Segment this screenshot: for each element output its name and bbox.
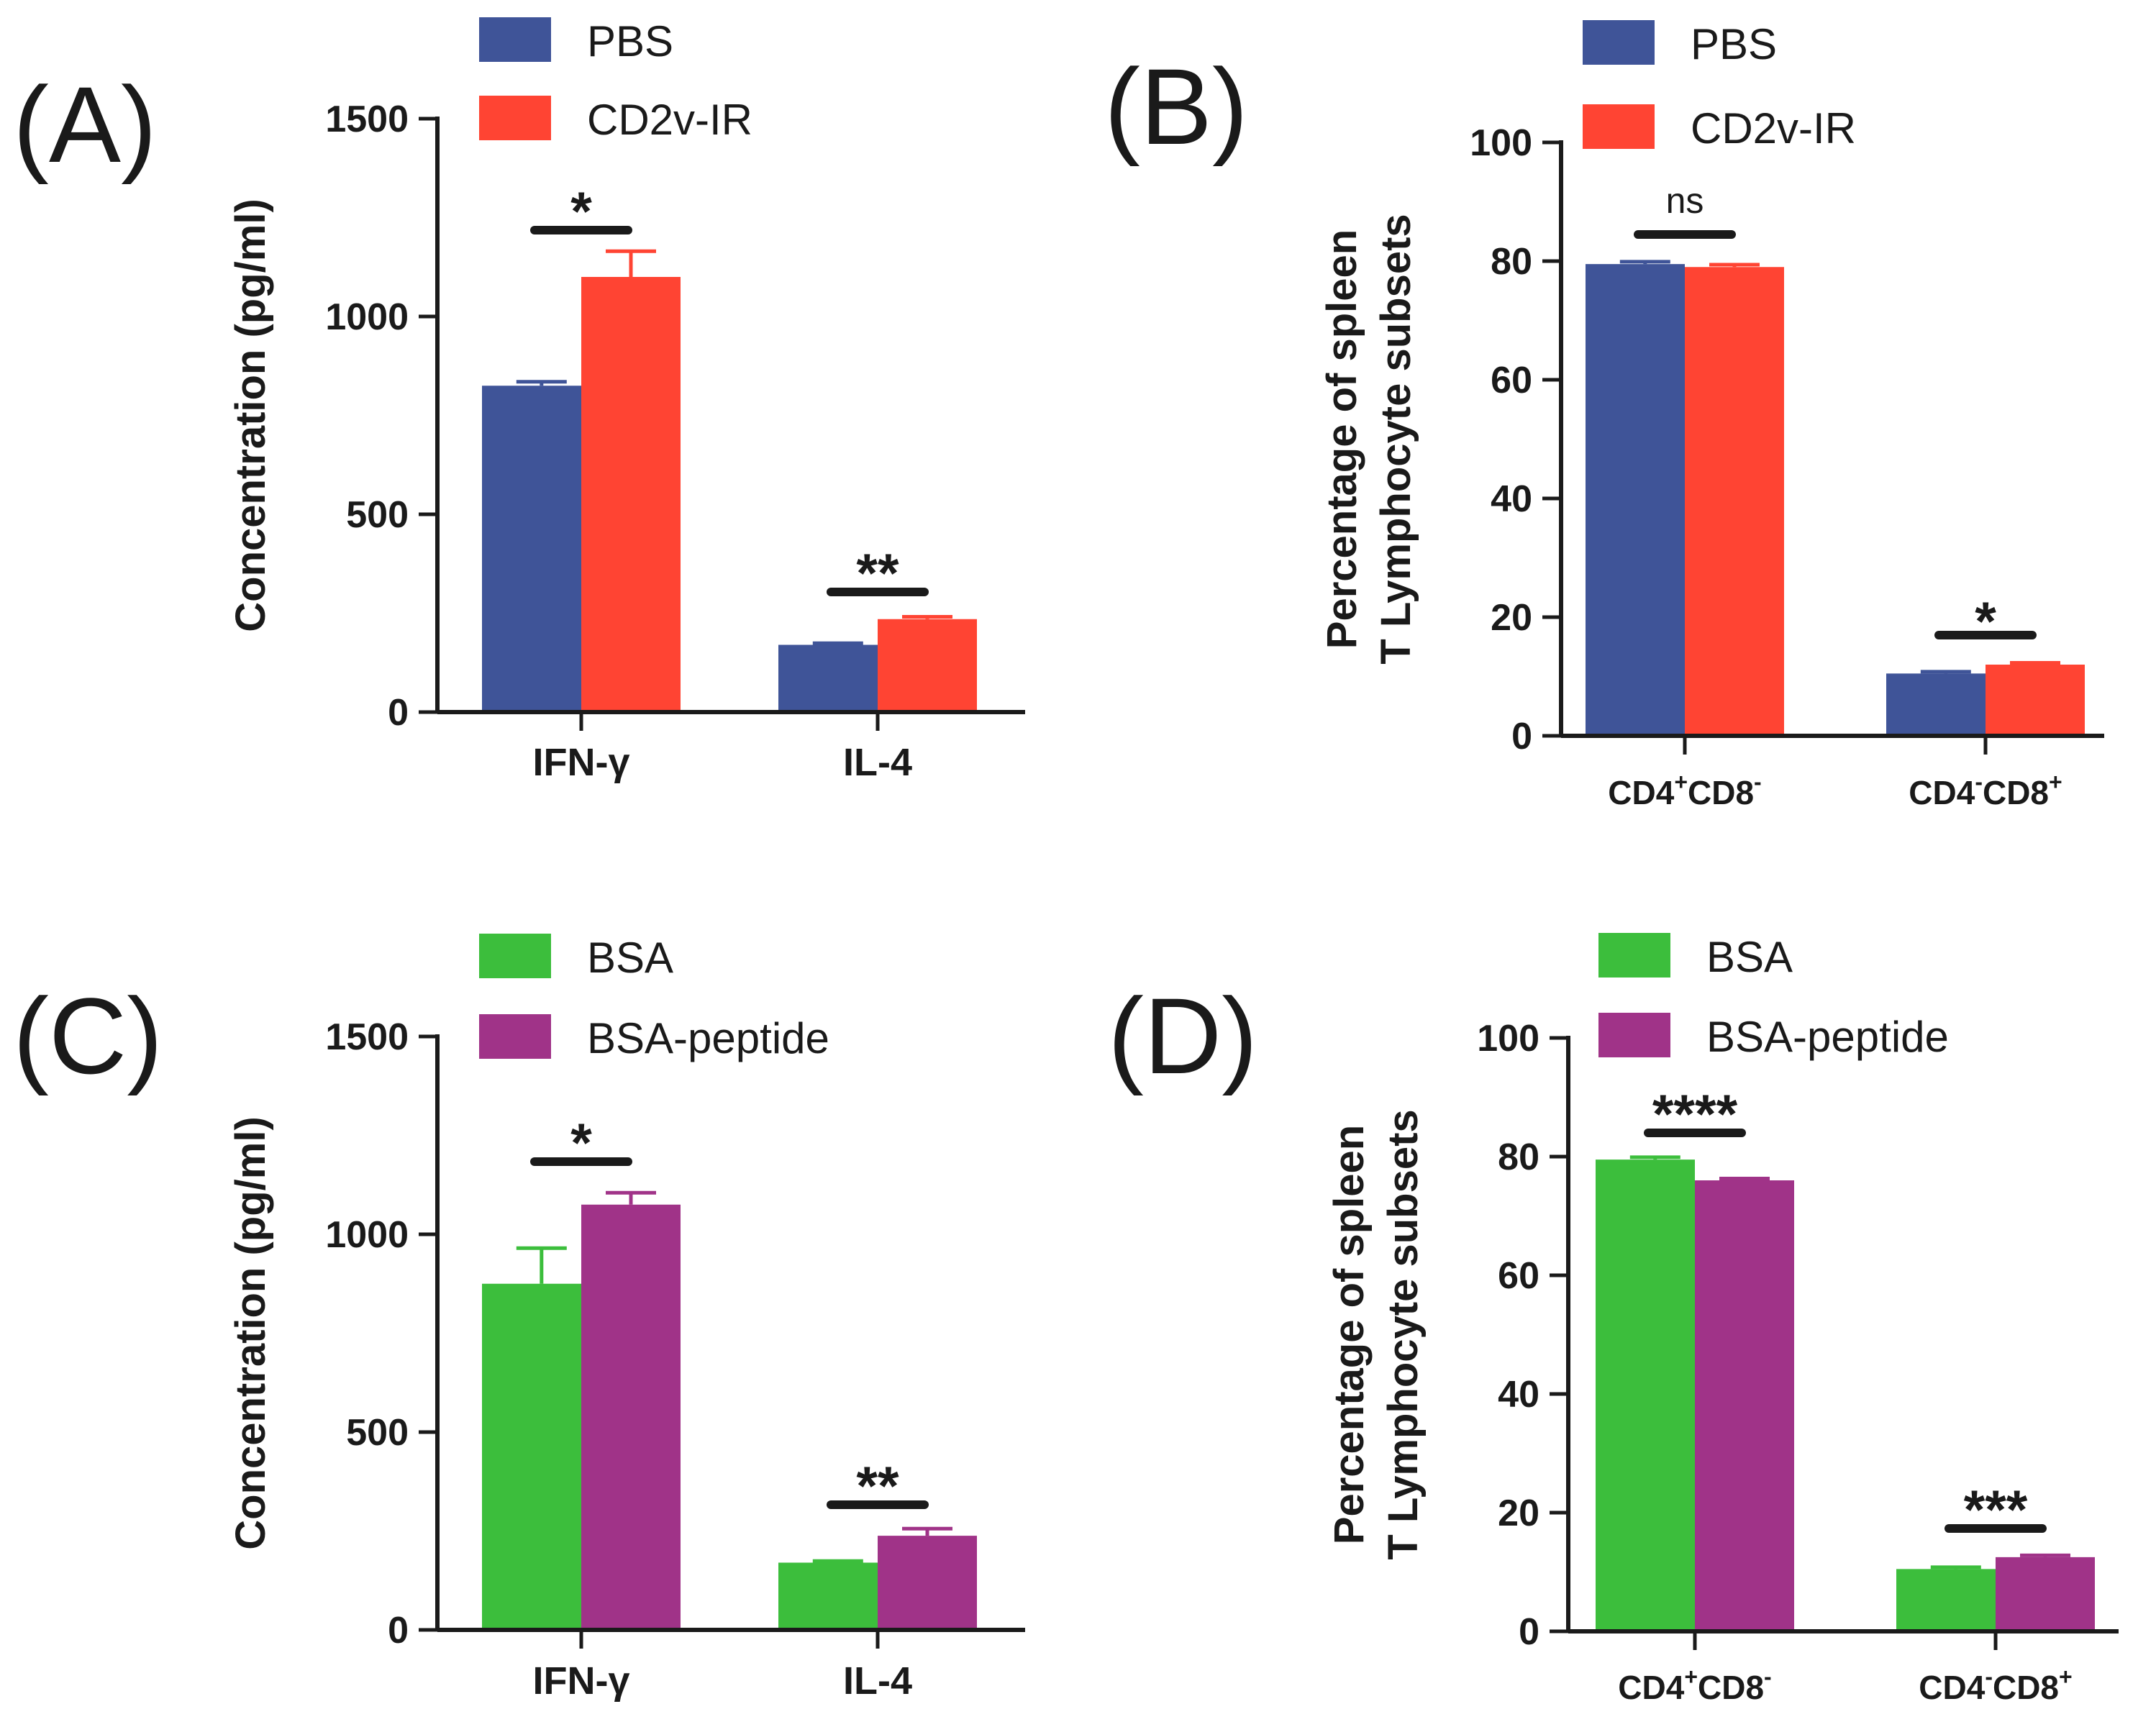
- legend-swatch-2: [479, 96, 551, 140]
- bar-1-2: [1896, 1569, 1996, 1631]
- chart-panel-a: (A) PBS CD2v-IR 0 500 1000 1500 IFN-γ IL-4 Concen…: [13, 17, 1025, 784]
- bar-2-2: [878, 1536, 977, 1630]
- significance-label: ns: [1666, 181, 1704, 221]
- significance-label: **: [856, 1456, 899, 1517]
- y-tick-label: 1000: [325, 296, 409, 338]
- category-text: CD8: [1698, 1669, 1764, 1706]
- y-tick-label: 1000: [325, 1214, 409, 1256]
- category-superscript: +: [1684, 1664, 1698, 1690]
- y-axis-label-line-2: T Lymphocyte subsets: [1373, 214, 1419, 664]
- legend-label-2: CD2v-IR: [587, 96, 752, 144]
- category-text: CD8: [1688, 774, 1754, 811]
- y-tick-label: 80: [1491, 241, 1532, 283]
- category-text: CD8: [1993, 1669, 2059, 1706]
- x-category-label: IL-4: [843, 741, 912, 784]
- legend-swatch-2: [479, 1014, 551, 1059]
- x-category-label: CD4-CD8+: [1909, 769, 2062, 811]
- x-category-label: IL-4: [843, 1659, 912, 1703]
- x-category-label: IFN-γ: [533, 1659, 630, 1703]
- bar-1-1: [482, 386, 581, 712]
- legend-label-2: BSA-peptide: [1706, 1013, 1949, 1061]
- y-axis-label-line-1: Percentage of spleen: [1326, 1125, 1373, 1544]
- legend-label-1: PBS: [1691, 20, 1777, 68]
- y-axis-label: Concentration (pg/ml): [227, 1116, 274, 1550]
- bar-2-2: [1996, 1557, 2095, 1631]
- y-tick-label: 500: [346, 1412, 409, 1454]
- legend-swatch-2: [1583, 104, 1655, 149]
- significance-label: **: [856, 543, 899, 604]
- y-tick-label: 100: [1477, 1018, 1539, 1060]
- y-axis-label-line-1: Percentage of spleen: [1319, 229, 1365, 649]
- legend-label-1: BSA: [587, 934, 673, 982]
- legend-swatch-1: [479, 17, 551, 62]
- bar-1-1: [1596, 1159, 1695, 1631]
- legend-swatch-2: [1598, 1013, 1670, 1057]
- x-category-label: IFN-γ: [533, 741, 630, 784]
- bar-2-2: [1986, 665, 2085, 736]
- y-tick-label: 0: [388, 692, 409, 734]
- bar-1-1: [1586, 264, 1685, 736]
- category-text: CD8: [1983, 774, 2049, 811]
- y-tick-label: 40: [1491, 478, 1532, 520]
- bar-1-2: [1886, 673, 1986, 736]
- legend-label-2: BSA-peptide: [587, 1014, 829, 1062]
- bar-2-2: [878, 619, 977, 712]
- significance-label: ***: [1964, 1480, 2028, 1541]
- panel-label: (C): [13, 975, 163, 1096]
- category-superscript: +: [2059, 1664, 2073, 1690]
- bar-2-1: [581, 277, 681, 712]
- y-tick-label: 40: [1498, 1374, 1539, 1416]
- y-tick-label: 80: [1498, 1136, 1539, 1178]
- category-superscript: -: [1985, 1664, 1993, 1690]
- bar-2-1: [1685, 267, 1784, 736]
- legend-label-1: PBS: [587, 17, 673, 65]
- y-tick-label: 100: [1470, 122, 1532, 164]
- bar-1-2: [778, 1562, 878, 1630]
- category-superscript: +: [1674, 769, 1688, 795]
- significance-label: *: [570, 1113, 592, 1174]
- significance-label: ****: [1652, 1084, 1738, 1145]
- category-text: CD4: [1909, 774, 1975, 811]
- bar-2-1: [1695, 1180, 1794, 1631]
- y-tick-label: 0: [388, 1610, 409, 1651]
- panel-label: (D): [1108, 975, 1257, 1096]
- y-tick-label: 60: [1491, 360, 1532, 401]
- y-tick-label: 20: [1491, 597, 1532, 639]
- significance-label: *: [570, 181, 592, 242]
- bar-2-1: [581, 1204, 681, 1630]
- panel-label: (A): [13, 64, 157, 185]
- legend-swatch-1: [479, 934, 551, 978]
- category-superscript: -: [1764, 1664, 1772, 1690]
- category-superscript: +: [2049, 769, 2062, 795]
- y-tick-label: 0: [1511, 716, 1532, 757]
- legend-label-1: BSA: [1706, 933, 1793, 981]
- legend-swatch-1: [1598, 933, 1670, 978]
- category-superscript: -: [1754, 769, 1762, 795]
- y-tick-label: 20: [1498, 1493, 1539, 1534]
- significance-label: *: [1975, 591, 1996, 652]
- panel-label: (B): [1104, 46, 1248, 167]
- y-tick-label: 1500: [325, 1016, 409, 1058]
- x-category-label: CD4+CD8-: [1608, 769, 1761, 811]
- category-text: CD4: [1608, 774, 1674, 811]
- bar-1-1: [482, 1283, 581, 1630]
- y-tick-label: 60: [1498, 1255, 1539, 1297]
- legend-label-2: CD2v-IR: [1691, 104, 1856, 152]
- y-tick-label: 500: [346, 494, 409, 536]
- y-tick-label: 0: [1519, 1611, 1539, 1653]
- x-category-label: CD4+CD8-: [1618, 1664, 1771, 1706]
- category-text: CD4: [1919, 1669, 1985, 1706]
- x-category-label: CD4-CD8+: [1919, 1664, 2072, 1706]
- y-axis-label: Concentration (pg/ml): [227, 199, 274, 632]
- legend-swatch-1: [1583, 20, 1655, 65]
- y-tick-label: 1500: [325, 99, 409, 140]
- bar-1-2: [778, 644, 878, 712]
- chart-panel-c: (C) BSA BSA-peptide 0 500 1000 1500 IFN-γ IL-4 Co…: [13, 934, 1025, 1703]
- category-superscript: -: [1975, 769, 1983, 795]
- y-axis-label-line-2: T Lymphocyte subsets: [1380, 1109, 1427, 1559]
- category-text: CD4: [1618, 1669, 1684, 1706]
